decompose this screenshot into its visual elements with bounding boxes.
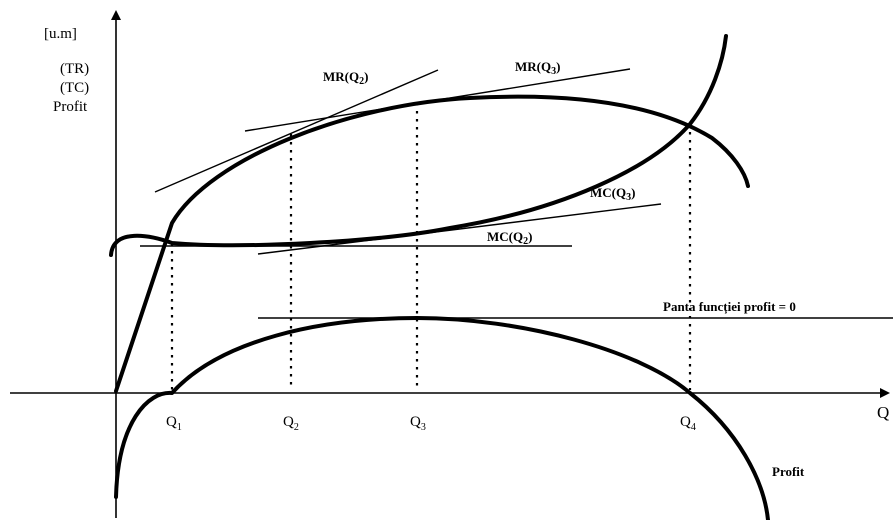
y-axis-unit-label: [u.m] — [44, 26, 77, 42]
mr-q3-label: MR(Q3) — [515, 59, 560, 77]
y-axis-tc-label: (TC) — [60, 80, 89, 96]
mc-q2-label: MC(Q2) — [487, 229, 532, 247]
profit-slope-zero-label: Panta funcției profit = 0 — [663, 299, 796, 315]
profit-curve — [114, 316, 770, 520]
y-axis-tr-label: (TR) — [60, 61, 89, 77]
q4-label: Q4 — [680, 414, 696, 433]
q2-label: Q2 — [283, 414, 299, 433]
mc-q3-label: MC(Q3) — [590, 185, 635, 203]
mr-q2-label: MR(Q2) — [323, 69, 368, 87]
y-axis-profit-label: Profit — [53, 99, 88, 115]
q3-label: Q3 — [410, 414, 426, 433]
mr-q2-tangent-line — [154, 69, 439, 193]
x-axis-label: Q — [877, 403, 889, 422]
total-revenue-curve — [114, 94, 750, 393]
profit-curve-label: Profit — [772, 464, 805, 479]
q1-label: Q1 — [166, 414, 182, 433]
total-cost-curve — [109, 34, 728, 257]
